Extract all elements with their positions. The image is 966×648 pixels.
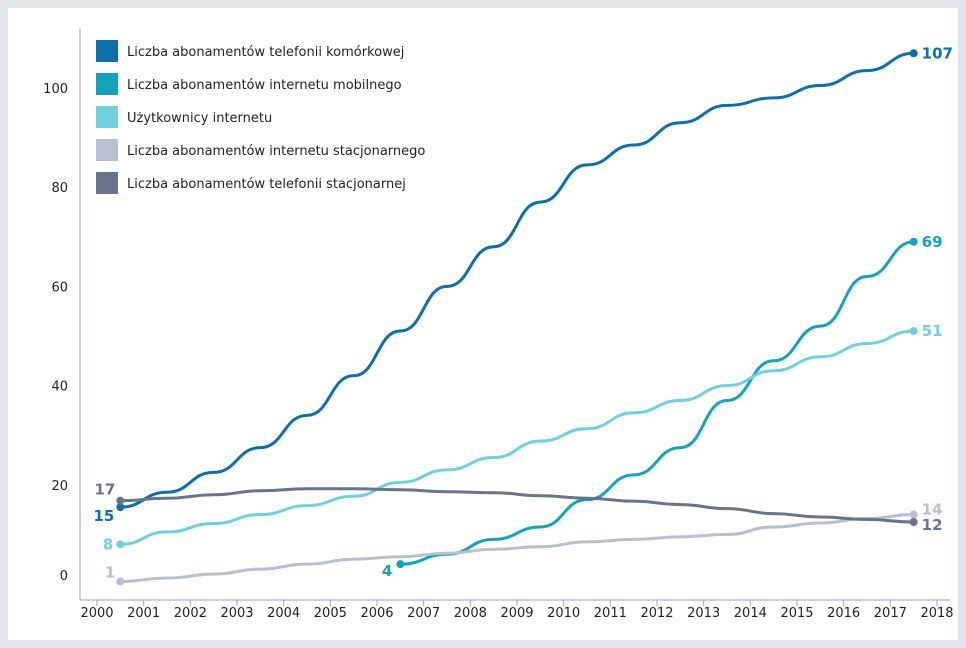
- series-end-label: 12: [922, 516, 943, 534]
- legend-swatch: [96, 139, 118, 161]
- legend-swatch: [96, 73, 118, 95]
- y-tick-label: 80: [51, 181, 68, 196]
- y-axis: 0 20 40 60 80 100: [43, 28, 81, 600]
- series-start-point: [396, 560, 405, 569]
- series-end-label: 69: [922, 233, 943, 251]
- series-line: [118, 487, 916, 524]
- legend-label: Liczba abonamentów internetu stacjonarne…: [127, 144, 425, 159]
- series-start-point: [116, 503, 125, 512]
- legend: Liczba abonamentów telefonii komórkowej L…: [96, 40, 425, 194]
- x-tick-label: 2007: [407, 606, 440, 621]
- series-end-label: 14: [922, 501, 943, 519]
- series-start-label: 1: [105, 564, 115, 582]
- series-start-label: 8: [103, 535, 113, 553]
- x-tick-label: 2004: [267, 606, 300, 621]
- x-tick-label: 2001: [127, 606, 160, 621]
- series-end-label: 51: [922, 322, 943, 340]
- chart-panel: [8, 8, 958, 640]
- series-start-point: [116, 496, 125, 505]
- x-tick-label: 2008: [454, 606, 487, 621]
- x-tick-label: 2016: [827, 606, 860, 621]
- legend-label: Użytkownicy internetu: [127, 111, 272, 126]
- series-line: [398, 240, 916, 566]
- x-tick-label: 2013: [687, 606, 720, 621]
- x-tick-label: 2010: [547, 606, 580, 621]
- end-labels: 15 107 4 69 8 51 1 14 17 12: [93, 44, 953, 581]
- x-tick-label: 2015: [780, 606, 813, 621]
- x-tick-label: 2014: [734, 606, 767, 621]
- legend-swatch: [96, 172, 118, 194]
- x-tick-label: 2018: [920, 606, 953, 621]
- series-start-label: 15: [93, 507, 114, 525]
- series-end-point: [909, 327, 918, 336]
- series-end-point: [909, 237, 918, 246]
- legend-label: Liczba abonamentów telefonii stacjonarne…: [127, 177, 406, 192]
- series-lines: [116, 49, 918, 586]
- series-start-label: 4: [382, 562, 392, 580]
- series-end-point: [909, 518, 918, 526]
- series-line: [118, 513, 916, 584]
- series-end-point: [909, 49, 918, 58]
- legend-swatch: [96, 40, 118, 62]
- legend-label: Liczba abonamentów telefonii komórkowej: [127, 45, 404, 60]
- y-tick-label: 20: [51, 479, 68, 494]
- series-start-label: 17: [94, 481, 115, 499]
- series-end-label: 107: [922, 44, 953, 62]
- series-line: [118, 51, 916, 509]
- legend-swatch: [96, 106, 118, 128]
- x-tick-label: 2011: [594, 606, 627, 621]
- x-tick-label: 2003: [220, 606, 253, 621]
- x-tick-label: 2006: [360, 606, 393, 621]
- x-tick-label: 2000: [80, 606, 113, 621]
- x-tick-label: 2005: [314, 606, 347, 621]
- y-tick-label: 100: [43, 82, 68, 97]
- y-tick-label: 60: [51, 280, 68, 295]
- series-start-point: [116, 577, 125, 586]
- x-tick-label: 2012: [640, 606, 673, 621]
- series-end-point: [909, 510, 918, 519]
- series-line: [118, 329, 916, 546]
- y-tick-label: 0: [60, 569, 68, 584]
- x-axis: 2000 2001 2002 2003 2004 2005 2006 2007 2008 2009…: [80, 599, 954, 621]
- x-tick-label: 2009: [500, 606, 533, 621]
- x-tick-label: 2017: [874, 606, 907, 621]
- y-tick-label: 40: [51, 380, 68, 395]
- series-start-point: [116, 540, 125, 549]
- x-tick-label: 2002: [174, 606, 207, 621]
- legend-label: Liczba abonamentów internetu mobilnego: [127, 78, 402, 93]
